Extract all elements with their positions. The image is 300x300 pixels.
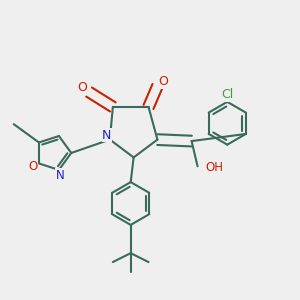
Text: O: O <box>78 81 88 94</box>
Text: Cl: Cl <box>221 88 233 101</box>
Text: N: N <box>56 169 65 182</box>
Text: O: O <box>28 160 38 173</box>
Text: O: O <box>158 75 168 88</box>
Text: N: N <box>102 129 112 142</box>
Text: OH: OH <box>205 161 223 174</box>
